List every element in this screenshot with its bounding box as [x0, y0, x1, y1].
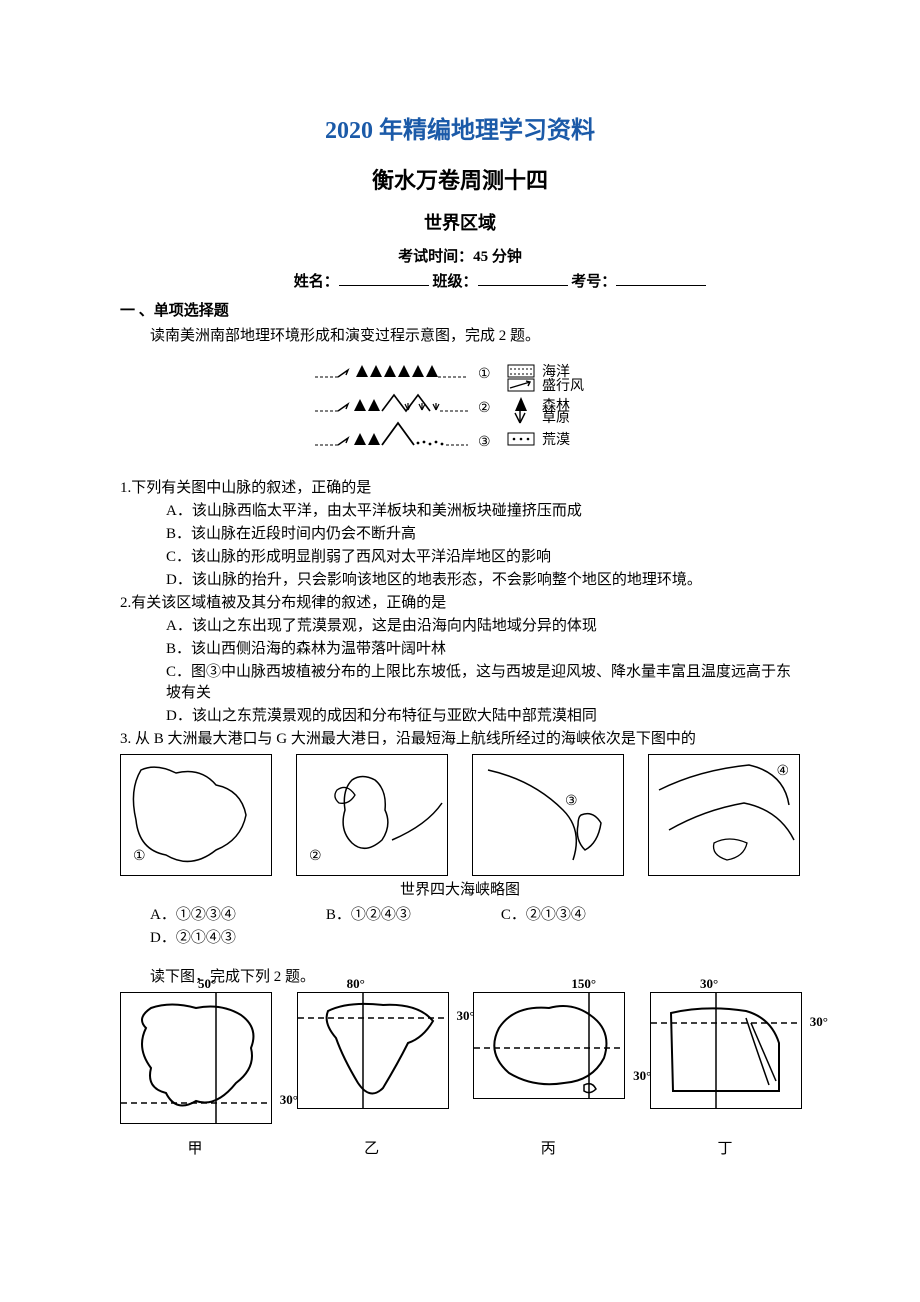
d-lon: 30°	[700, 976, 718, 992]
c-lat: 30°	[633, 1068, 651, 1084]
b-name: 乙	[297, 1137, 447, 1158]
map3-label: ③	[565, 793, 578, 810]
q2: 2.有关该区域植被及其分布规律的叙述，正确的是	[120, 591, 800, 612]
maps-caption: 世界四大海峡略图	[120, 878, 800, 899]
q1-opt-c[interactable]: C．该山脉的形成明显削弱了西风对太平洋沿岸地区的影响	[166, 545, 800, 566]
q3-opt-d[interactable]: D．②①④③	[150, 926, 236, 947]
d-lat: 30°	[810, 1014, 828, 1030]
q3: 3. 从 B 大洲最大港口与 G 大洲最大港日，沿最短海上航线所经过的海峡依次是…	[120, 727, 800, 748]
legend-grass: 草原	[542, 410, 570, 426]
map-2: ②	[296, 754, 448, 876]
legend-desert: 荒漠	[542, 432, 570, 448]
country-d: 30° 30° 丁	[650, 992, 800, 1158]
page: 2020 年精编地理学习资料 衡水万卷周测十四 世界区域 考试时间：45 分钟 …	[0, 0, 920, 1198]
country-maps: 50° 30° 甲 80° 30° 乙 150°	[120, 992, 800, 1158]
b-lon: 80°	[347, 976, 365, 992]
q2-opt-c[interactable]: C．图③中山脉西坡植被分布的上限比东坡低，这与西坡是迎风坡、降水量丰富且温度远高…	[166, 660, 800, 702]
legend-wind: 盛行风	[542, 378, 584, 394]
country-c: 150° 30° 丙	[473, 992, 623, 1158]
q2-opt-d[interactable]: D．该山之东荒漠景观的成因和分布特征与亚欧大陆中部荒漠相同	[166, 704, 800, 725]
num-1: ①	[478, 367, 491, 382]
q3-opt-a[interactable]: A．①②③④	[150, 903, 236, 924]
map2-label: ②	[309, 848, 322, 865]
q3-options-row1: A．①②③④ B．①②④③ C．②①③④	[150, 903, 800, 924]
name-label: 姓名：	[294, 274, 339, 290]
c-lon: 150°	[571, 976, 596, 992]
d-name: 丁	[650, 1137, 800, 1158]
student-info-row: 姓名： 班级： 考号：	[120, 270, 800, 291]
class-label: 班级：	[432, 274, 477, 290]
a-lon: 50°	[198, 976, 216, 992]
q3-opt-b[interactable]: B．①②④③	[326, 903, 411, 924]
q3-options-row2: D．②①④③	[150, 926, 800, 947]
class-blank[interactable]	[478, 271, 568, 286]
section-heading: 一 、单项选择题	[120, 299, 800, 320]
map-4: ④	[648, 754, 800, 876]
map1-label: ①	[133, 848, 146, 865]
a-name: 甲	[120, 1137, 270, 1158]
map-1: ①	[120, 754, 272, 876]
q2-opt-a[interactable]: A．该山之东出现了荒漠景观，这是由沿海向内陆地域分异的体现	[166, 614, 800, 635]
q3-opt-c[interactable]: C．②①③④	[501, 903, 586, 924]
evolution-diagram: ① 海洋	[310, 351, 610, 466]
main-title: 2020 年精编地理学习资料	[120, 110, 800, 145]
q1-opt-a[interactable]: A．该山脉西临太平洋，由太平洋板块和美洲板块碰撞挤压而成	[166, 499, 800, 520]
id-label: 考号：	[571, 274, 616, 290]
country-b: 80° 30° 乙	[297, 992, 447, 1158]
q1-opt-d[interactable]: D．该山脉的抬升，只会影响该地区的地表形态，不会影响整个地区的地理环境。	[166, 568, 800, 589]
sub-title: 衡水万卷周测十四	[120, 163, 800, 195]
strait-maps: ① ② ③ ④	[120, 754, 800, 876]
map-3: ③	[472, 754, 624, 876]
b-lat: 30°	[456, 1008, 474, 1024]
a-lat: 30°	[280, 1092, 298, 1108]
num-2: ②	[478, 401, 491, 416]
q1: 1.下列有关图中山脉的叙述，正确的是	[120, 476, 800, 497]
q1-opt-b[interactable]: B．该山脉在近段时间内仍会不断升高	[166, 522, 800, 543]
legend-ocean: 海洋	[542, 364, 570, 380]
num-3: ③	[478, 435, 491, 450]
intro-1: 读南美洲南部地理环境形成和演变过程示意图，完成 2 题。	[150, 324, 800, 345]
q2-opt-b[interactable]: B．该山西侧沿海的森林为温带落叶阔叶林	[166, 637, 800, 658]
country-a: 50° 30° 甲	[120, 992, 270, 1158]
topic-title: 世界区域	[120, 209, 800, 235]
id-blank[interactable]	[616, 271, 706, 286]
exam-time: 考试时间：45 分钟	[120, 245, 800, 266]
map4-label: ④	[776, 763, 789, 780]
name-blank[interactable]	[339, 271, 429, 286]
c-name: 丙	[473, 1137, 623, 1158]
